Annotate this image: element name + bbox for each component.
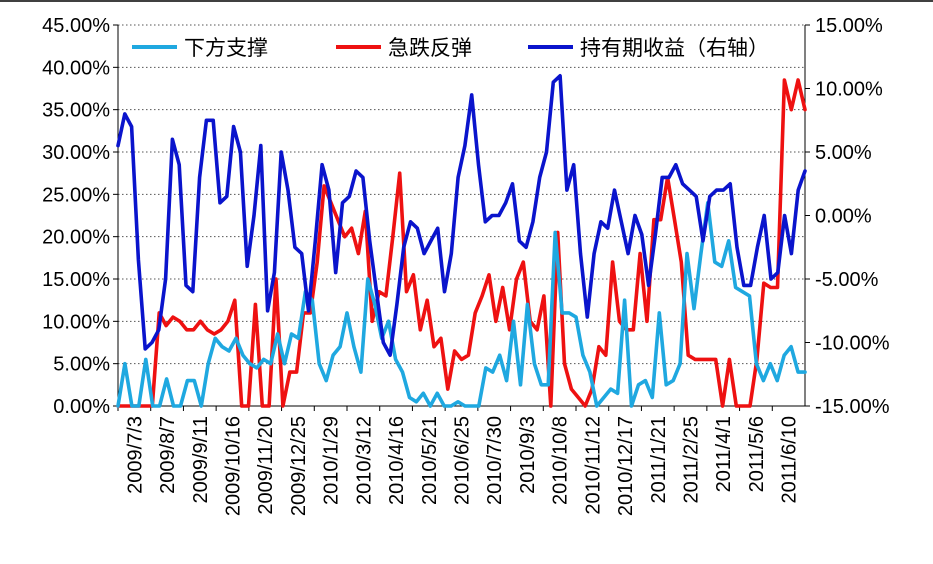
legend-label: 急跌反弹 — [388, 36, 472, 60]
left-tick-label: 45.00% — [42, 15, 110, 37]
x-tick-label: 2010/5/21 — [419, 416, 441, 505]
x-tick-label: 2010/6/25 — [452, 416, 474, 505]
legend-label: 下方支撑 — [184, 36, 268, 60]
left-tick-label: 10.00% — [42, 311, 110, 333]
left-tick-label: 0.00% — [53, 396, 110, 418]
x-tick-label: 2010/7/30 — [484, 416, 506, 505]
x-tick-label: 2011/2/25 — [681, 416, 703, 504]
left-tick-label: 25.00% — [42, 184, 110, 206]
series-line — [116, 78, 807, 408]
series-line — [116, 74, 807, 358]
x-axis-ticks: 2009/7/3 2009/8/7 2009/9/11 2009/10/16 2009/… — [117, 406, 801, 516]
x-tick-label: 2009/10/16 — [223, 416, 245, 516]
right-tick-label: 15.00% — [815, 15, 883, 37]
right-tick-label: -10.00% — [815, 333, 890, 355]
x-tick-label: 2009/11/20 — [255, 416, 277, 515]
x-tick-label: 2011/5/6 — [746, 416, 768, 492]
right-tick-label: 10.00% — [815, 79, 883, 101]
x-tick-label: 2010/9/3 — [517, 416, 539, 494]
x-tick-label: 2011/1/21 — [648, 416, 670, 504]
x-tick-label: 2009/7/3 — [124, 416, 146, 494]
right-tick-label: 5.00% — [815, 142, 872, 164]
right-tick-label: -5.00% — [815, 269, 879, 291]
x-tick-label: 2009/9/11 — [190, 416, 212, 504]
left-tick-label: 15.00% — [42, 269, 110, 291]
x-tick-label: 2009/12/25 — [288, 416, 310, 516]
left-tick-label: 30.00% — [42, 142, 110, 164]
left-tick-label: 20.00% — [42, 227, 110, 249]
left-axis-ticks: 0.00% 5.00% 10.00% 15.00% 20.00% 25.00% 30.00%… — [42, 15, 118, 418]
x-tick-label: 2010/11/12 — [582, 416, 604, 515]
x-tick-label: 2011/6/10 — [779, 416, 801, 504]
left-tick-label: 5.00% — [53, 354, 110, 376]
left-tick-label: 35.00% — [42, 100, 110, 122]
x-tick-label: 2010/12/17 — [615, 416, 637, 516]
x-tick-label: 2011/4/1 — [713, 416, 735, 492]
right-tick-label: -15.00% — [815, 396, 890, 418]
x-tick-label: 2010/3/12 — [353, 416, 375, 505]
x-tick-label: 2010/4/16 — [386, 416, 408, 505]
x-tick-label: 2009/8/7 — [157, 416, 179, 494]
left-tick-label: 40.00% — [42, 57, 110, 79]
x-tick-label: 2010/1/29 — [321, 416, 343, 505]
right-tick-label: 0.00% — [815, 206, 872, 228]
series-line — [116, 201, 807, 408]
series-lines — [116, 74, 807, 408]
legend-label: 持有期收益（右轴） — [580, 36, 769, 60]
legend: 下方支撑 急跌反弹 持有期收益（右轴） — [132, 36, 769, 60]
right-axis-ticks: -15.00% -10.00% -5.00% 0.00% 5.00% 10.00% 15.0… — [805, 15, 890, 418]
x-tick-label: 2010/10/8 — [550, 416, 572, 505]
